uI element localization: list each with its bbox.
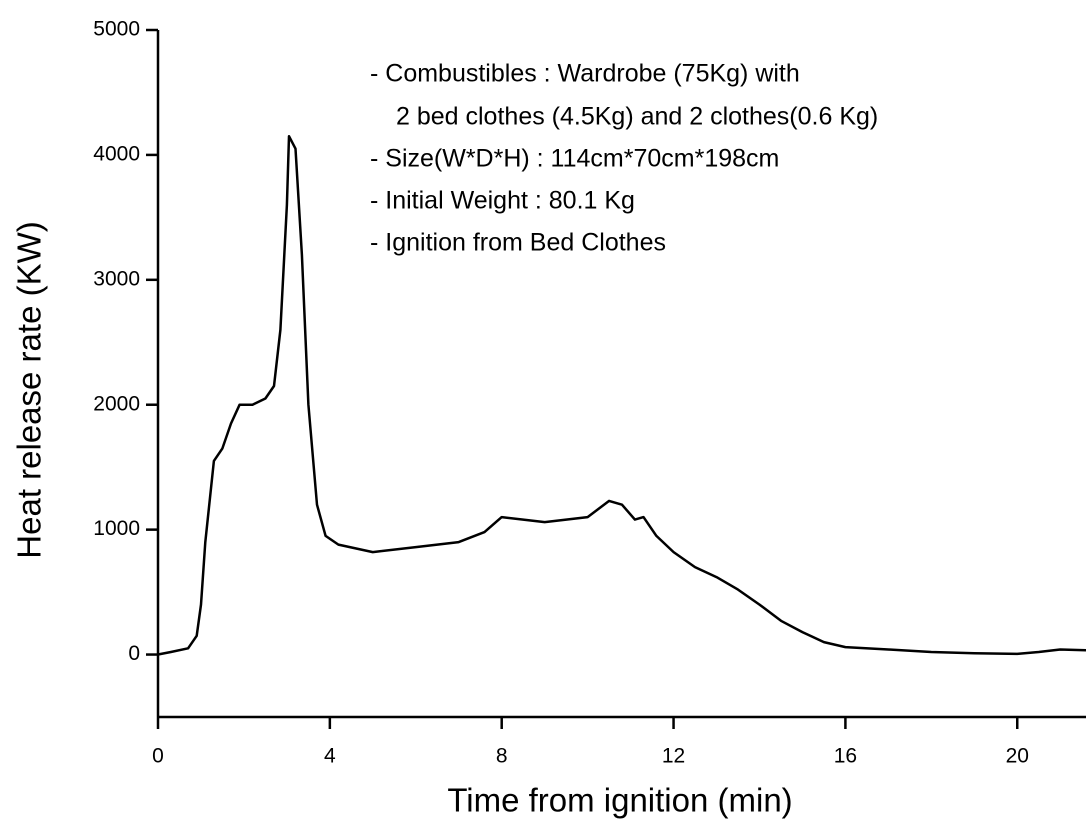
x-tick-label: 12 xyxy=(662,745,685,768)
x-tick-label: 8 xyxy=(496,745,508,768)
y-tick-label: 3000 xyxy=(93,267,140,290)
y-axis-title: Heat release rate (KW) xyxy=(11,221,48,558)
x-tick-label: 4 xyxy=(324,745,336,768)
y-tick-label: 4000 xyxy=(93,142,140,165)
y-tick-label: 5000 xyxy=(93,18,140,41)
annotation: - Combustibles : Wardrobe (75Kg) with xyxy=(370,60,800,88)
data-line xyxy=(157,134,1086,656)
y-tick-label: 0 xyxy=(128,642,140,665)
y-tick-label: 2000 xyxy=(93,392,140,415)
annotation: - Size(W*D*H) : 114cm*70cm*198cm xyxy=(370,145,779,173)
x-tick-label: 16 xyxy=(834,745,857,768)
x-axis-title: Time from ignition (min) xyxy=(447,782,792,819)
x-tick-label: 20 xyxy=(1006,745,1029,768)
y-tick-label: 1000 xyxy=(93,517,140,540)
annotation: - Ignition from Bed Clothes xyxy=(370,229,666,257)
x-tick-label: 0 xyxy=(152,745,164,768)
annotation: 2 bed clothes (4.5Kg) and 2 clothes(0.6 … xyxy=(396,103,878,131)
annotation: - Initial Weight : 80.1 Kg xyxy=(370,187,635,215)
